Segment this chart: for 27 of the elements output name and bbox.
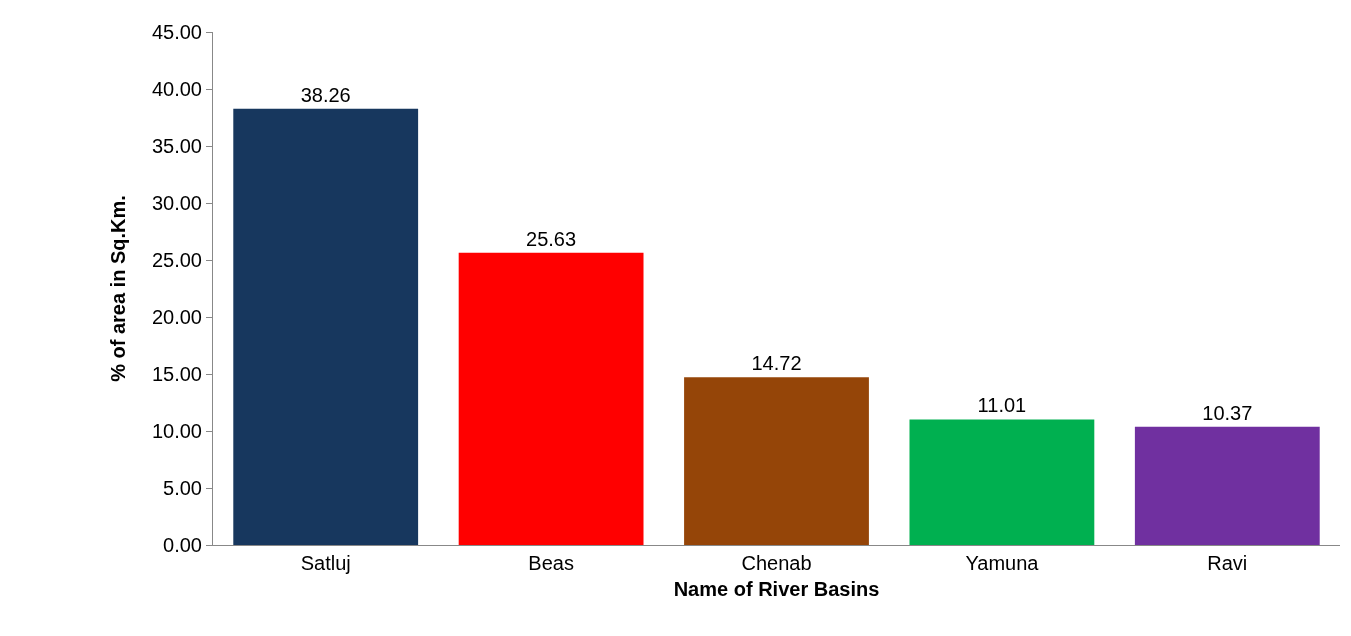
data-label: 11.01 <box>977 394 1027 417</box>
bar <box>233 108 419 545</box>
y-tick-label: 20.00 <box>151 306 202 328</box>
x-axis-title: Name of River Basins <box>673 577 880 600</box>
y-tick-label: 45.00 <box>151 21 202 43</box>
bar <box>684 377 869 545</box>
y-tick-label: 5.00 <box>163 477 202 499</box>
data-label: 38.26 <box>300 83 351 106</box>
bar <box>909 419 1095 545</box>
x-tick-label: Beas <box>528 552 574 574</box>
data-label: 14.72 <box>751 352 802 375</box>
x-tick-label: Ravi <box>1207 552 1248 574</box>
y-tick-label: 40.00 <box>151 78 202 100</box>
y-tick-label: 35.00 <box>151 135 202 157</box>
y-axis-title: % of area in Sq.Km. <box>107 195 130 382</box>
x-tick-label: Satluj <box>300 552 351 574</box>
y-tick-label: 15.00 <box>151 363 202 385</box>
y-tick-label: 10.00 <box>151 420 202 442</box>
data-label: 25.63 <box>526 227 577 250</box>
x-tick-label: Chenab <box>741 552 812 574</box>
y-tick-label: 25.00 <box>151 249 202 271</box>
bar <box>458 252 644 545</box>
bar <box>1134 426 1320 545</box>
y-tick-label: 0.00 <box>163 534 202 556</box>
data-label: 10.37 <box>1202 401 1253 424</box>
x-tick-label: Yamuna <box>965 552 1040 574</box>
y-tick-label: 30.00 <box>151 192 202 214</box>
